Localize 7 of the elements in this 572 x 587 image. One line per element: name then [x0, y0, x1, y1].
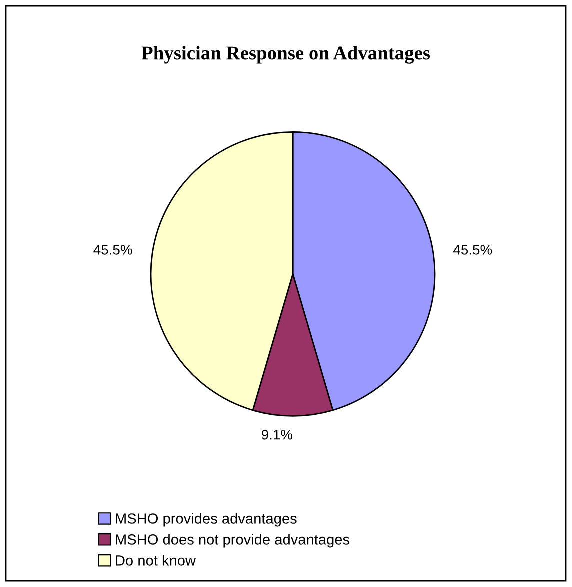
legend-label: Do not know: [116, 555, 196, 566]
data-label: 45.5%: [94, 245, 132, 255]
data-label: 45.5%: [454, 245, 492, 255]
chart-title: Physician Response on Advantages: [142, 46, 430, 64]
legend-label: MSHO provides advantages: [116, 513, 297, 527]
legend-label: MSHO does not provide advantages: [116, 534, 350, 548]
data-label: 9.1%: [262, 430, 293, 440]
